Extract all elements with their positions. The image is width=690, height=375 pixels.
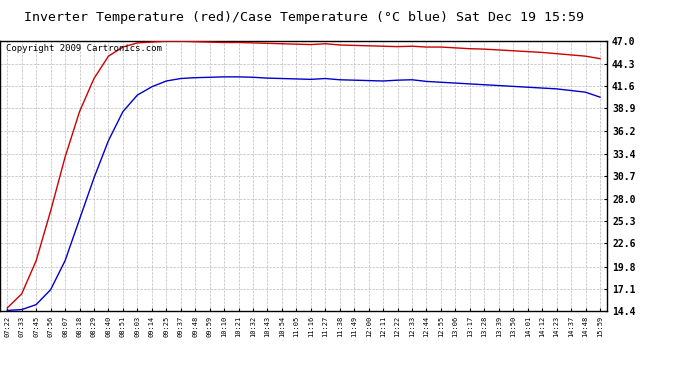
Text: Inverter Temperature (red)/Case Temperature (°C blue) Sat Dec 19 15:59: Inverter Temperature (red)/Case Temperat… [23, 11, 584, 24]
Text: Copyright 2009 Cartronics.com: Copyright 2009 Cartronics.com [6, 44, 162, 53]
